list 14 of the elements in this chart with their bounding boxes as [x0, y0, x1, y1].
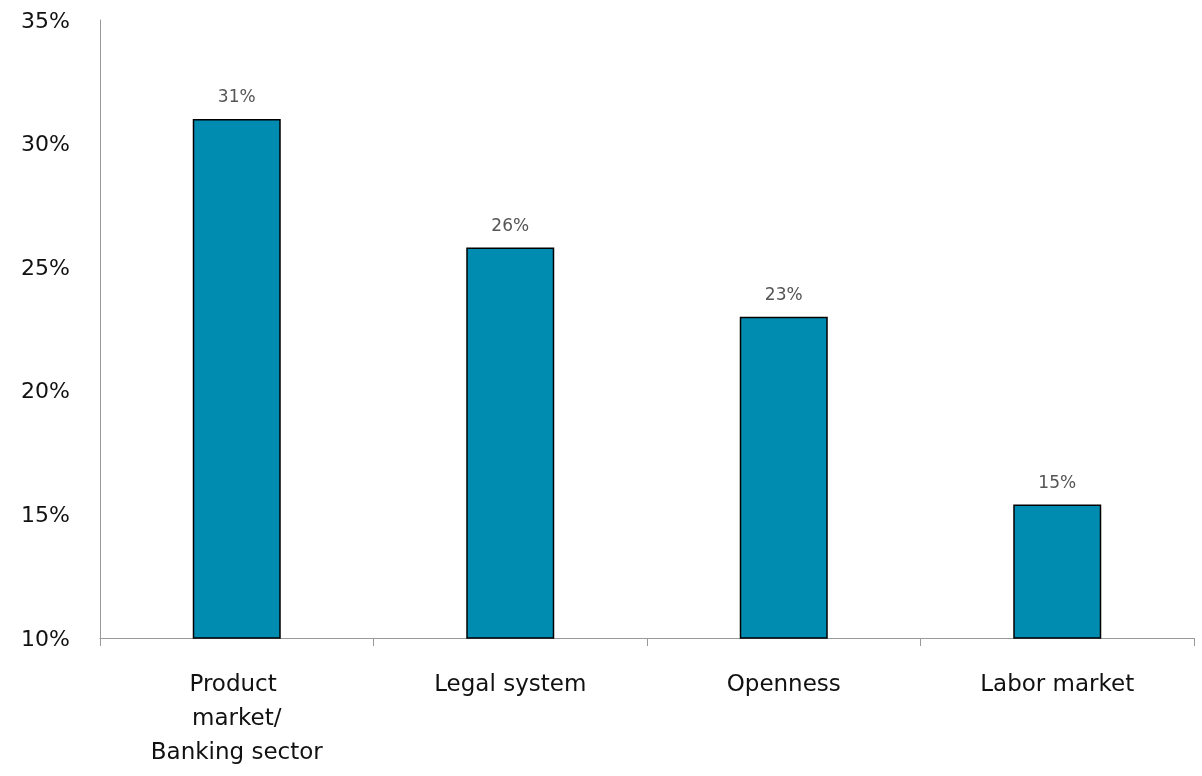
y-tick-label: 15% [21, 501, 70, 527]
data-label: 26% [491, 214, 530, 235]
y-tick-label: 10% [21, 625, 70, 651]
data-label: 31% [217, 86, 256, 107]
y-tick-label: 20% [21, 378, 70, 404]
y-tick-label: 25% [21, 254, 70, 280]
x-tick-label: Product market/Banking sector [150, 670, 324, 764]
x-tick-label: Openness [726, 670, 841, 696]
x-tick-label: Legal system [434, 670, 587, 696]
y-tick-label: 30% [21, 131, 70, 157]
data-label: 15% [1038, 472, 1077, 493]
y-tick-label: 35% [21, 7, 70, 33]
data-label: 23% [764, 284, 803, 305]
x-tick-label: Labor market [980, 670, 1135, 696]
